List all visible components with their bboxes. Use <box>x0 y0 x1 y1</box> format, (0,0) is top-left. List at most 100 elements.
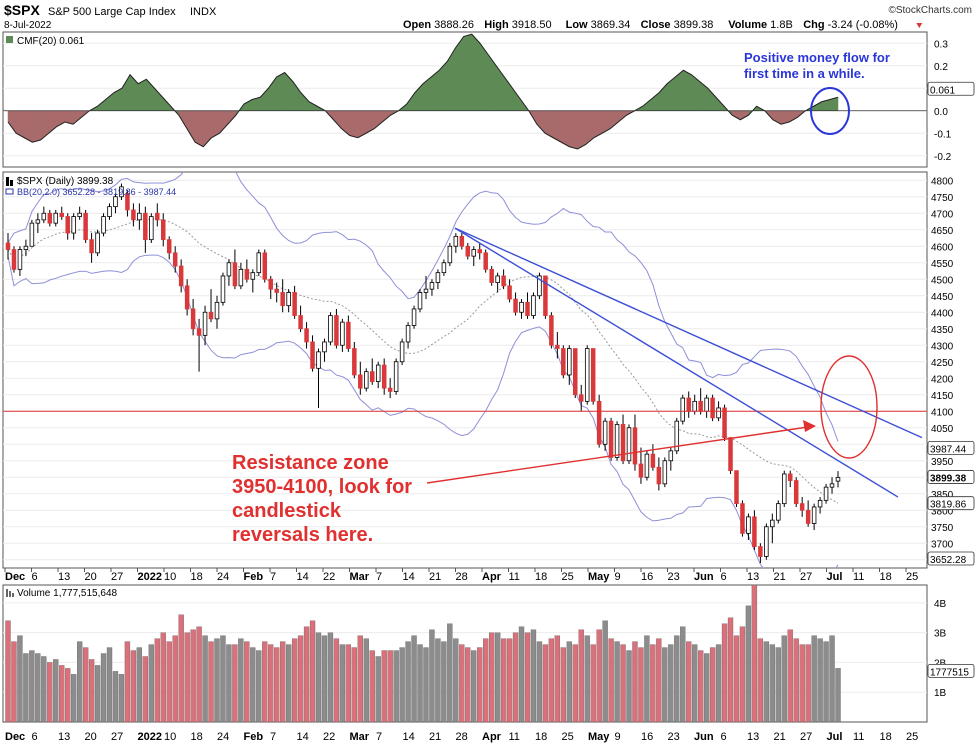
volume-bar <box>345 644 352 722</box>
x-axis-label: 16 <box>641 571 653 583</box>
x-axis-label: 27 <box>800 571 812 583</box>
volume-bar <box>47 662 53 722</box>
price-legend: $SPX (Daily) 3899.38 <box>17 176 114 187</box>
volume-bar <box>100 653 107 722</box>
cmf-segment <box>577 110 586 150</box>
cmf-note-line2: first time in a while. <box>744 66 865 81</box>
cmf-segment <box>24 110 33 143</box>
cmf-segment <box>276 72 285 111</box>
price-tick-label: 4700 <box>931 209 954 220</box>
volume-bar <box>11 641 17 722</box>
trendline-upper <box>454 227 923 439</box>
x-axis-label: 24 <box>217 731 229 743</box>
x-axis-label: 7 <box>376 731 382 743</box>
volume-bar <box>393 650 399 722</box>
volume-bar <box>757 638 764 722</box>
volume-bars <box>5 585 841 722</box>
x-axis-label: May <box>588 731 610 743</box>
volume-bar <box>71 674 77 722</box>
candle-body <box>119 186 124 198</box>
volume-bar <box>500 638 507 722</box>
candle-body <box>310 341 315 369</box>
candle-body <box>811 506 817 524</box>
x-axis-label: 11 <box>853 571 864 583</box>
ohlc-chg: Chg -3.24 (-0.08%) <box>803 19 898 31</box>
candle-body <box>358 374 363 389</box>
x-axis-label: 18 <box>191 731 203 743</box>
candle-body <box>161 219 166 241</box>
x-axis-label: 11 <box>853 731 864 743</box>
volume-bar <box>542 644 549 722</box>
volume-bar <box>566 641 572 722</box>
price-tick-label: 4100 <box>931 407 954 418</box>
volume-bar <box>793 638 799 722</box>
price-tick-label: 4250 <box>931 358 954 369</box>
candle-body <box>113 196 118 208</box>
candle-body <box>232 262 238 287</box>
volume-bar <box>674 635 680 722</box>
candle-body <box>59 212 64 217</box>
bb-legend-icon <box>5 188 14 195</box>
volume-bar <box>620 644 626 722</box>
candle-body <box>35 219 41 224</box>
volume-bar <box>244 641 250 722</box>
x-axis-label: 21 <box>774 571 786 583</box>
volume-legend: Volume 1,777,515,648 <box>17 588 118 599</box>
candle-body <box>256 252 262 274</box>
candle-body <box>411 308 417 326</box>
x-axis-label: 10 <box>164 731 176 743</box>
candle-body <box>596 400 602 445</box>
volume-bar <box>178 614 184 722</box>
x-axis-label: 21 <box>429 731 441 743</box>
candle-body <box>513 298 518 313</box>
candle-body <box>375 364 381 382</box>
volume-bar <box>662 647 668 722</box>
cmf-segment <box>569 110 578 150</box>
price-tick-label: 3850 <box>931 490 954 501</box>
resistance-ellipse <box>820 355 878 459</box>
volume-tick-label: 3B <box>934 629 947 640</box>
candle-body <box>178 265 184 287</box>
volume-bar <box>602 620 608 722</box>
candle-body <box>549 315 554 346</box>
candle-body <box>805 509 811 524</box>
x-axis-label: 7 <box>270 571 276 583</box>
volume-bar <box>411 635 417 722</box>
volume-bar <box>590 644 596 722</box>
candle-body <box>184 285 190 310</box>
candle-body <box>214 301 220 320</box>
candle-body <box>650 453 656 468</box>
candle-body <box>519 301 524 313</box>
x-axis-label: 25 <box>562 571 574 583</box>
volume-bar <box>417 644 423 722</box>
price-tick-label: 4550 <box>931 259 954 270</box>
price-panel <box>2 171 928 569</box>
x-axis-label: 20 <box>85 731 97 743</box>
candle-body <box>501 275 506 287</box>
volume-bar <box>769 644 775 722</box>
volume-bar <box>375 656 381 722</box>
volume-bar <box>381 650 387 722</box>
cmf-tick-label: -0.1 <box>934 129 952 140</box>
candle-body <box>202 311 208 336</box>
chart-date: 8-Jul-2022 <box>4 20 52 31</box>
volume-bar <box>154 638 160 722</box>
candle-body <box>208 311 214 320</box>
volume-bar <box>232 644 238 722</box>
volume-bar <box>160 632 166 722</box>
volume-bar <box>23 653 29 722</box>
candle-body <box>304 328 309 343</box>
candle-body <box>274 288 279 293</box>
candle-body <box>77 212 82 217</box>
volume-bar <box>698 650 704 722</box>
volume-bar <box>471 650 477 722</box>
price-tick-label: 4450 <box>931 292 954 303</box>
candle-body <box>656 466 662 485</box>
x-axis-label: 24 <box>217 571 229 583</box>
candle-body <box>483 252 488 270</box>
volume-bar <box>17 635 23 722</box>
price-tick-label: 4150 <box>931 391 954 402</box>
candle-body <box>602 420 608 445</box>
candle-body <box>387 387 393 392</box>
candle-body <box>620 424 626 462</box>
